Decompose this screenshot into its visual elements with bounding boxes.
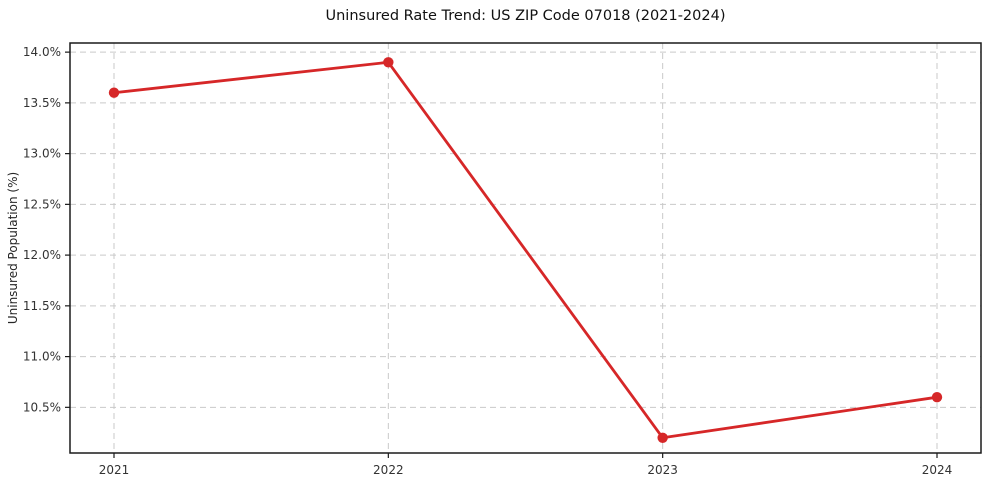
- data-point: [108, 87, 120, 98]
- y-tick-label: 12.0%: [23, 248, 61, 262]
- y-tick-label: 10.5%: [23, 400, 61, 414]
- x-tick-label: 2024: [922, 463, 953, 477]
- x-tick-label: 2021: [99, 463, 130, 477]
- x-tick-label: 2023: [647, 463, 678, 477]
- y-tick-label: 12.5%: [23, 197, 61, 211]
- x-tick-label: 2022: [373, 463, 404, 477]
- y-tick-label: 13.5%: [23, 96, 61, 110]
- y-tick-label: 14.0%: [23, 45, 61, 59]
- data-point: [383, 57, 394, 68]
- plot-frame: [69, 42, 982, 454]
- y-tick-label: 11.0%: [23, 350, 61, 364]
- trend-line: [112, 60, 939, 440]
- y-tick-label: 11.5%: [23, 299, 61, 313]
- y-tick-label: 13.0%: [23, 147, 61, 161]
- data-point: [657, 432, 668, 443]
- chart-title: Uninsured Rate Trend: US ZIP Code 07018 …: [325, 8, 726, 24]
- data-point: [931, 391, 943, 403]
